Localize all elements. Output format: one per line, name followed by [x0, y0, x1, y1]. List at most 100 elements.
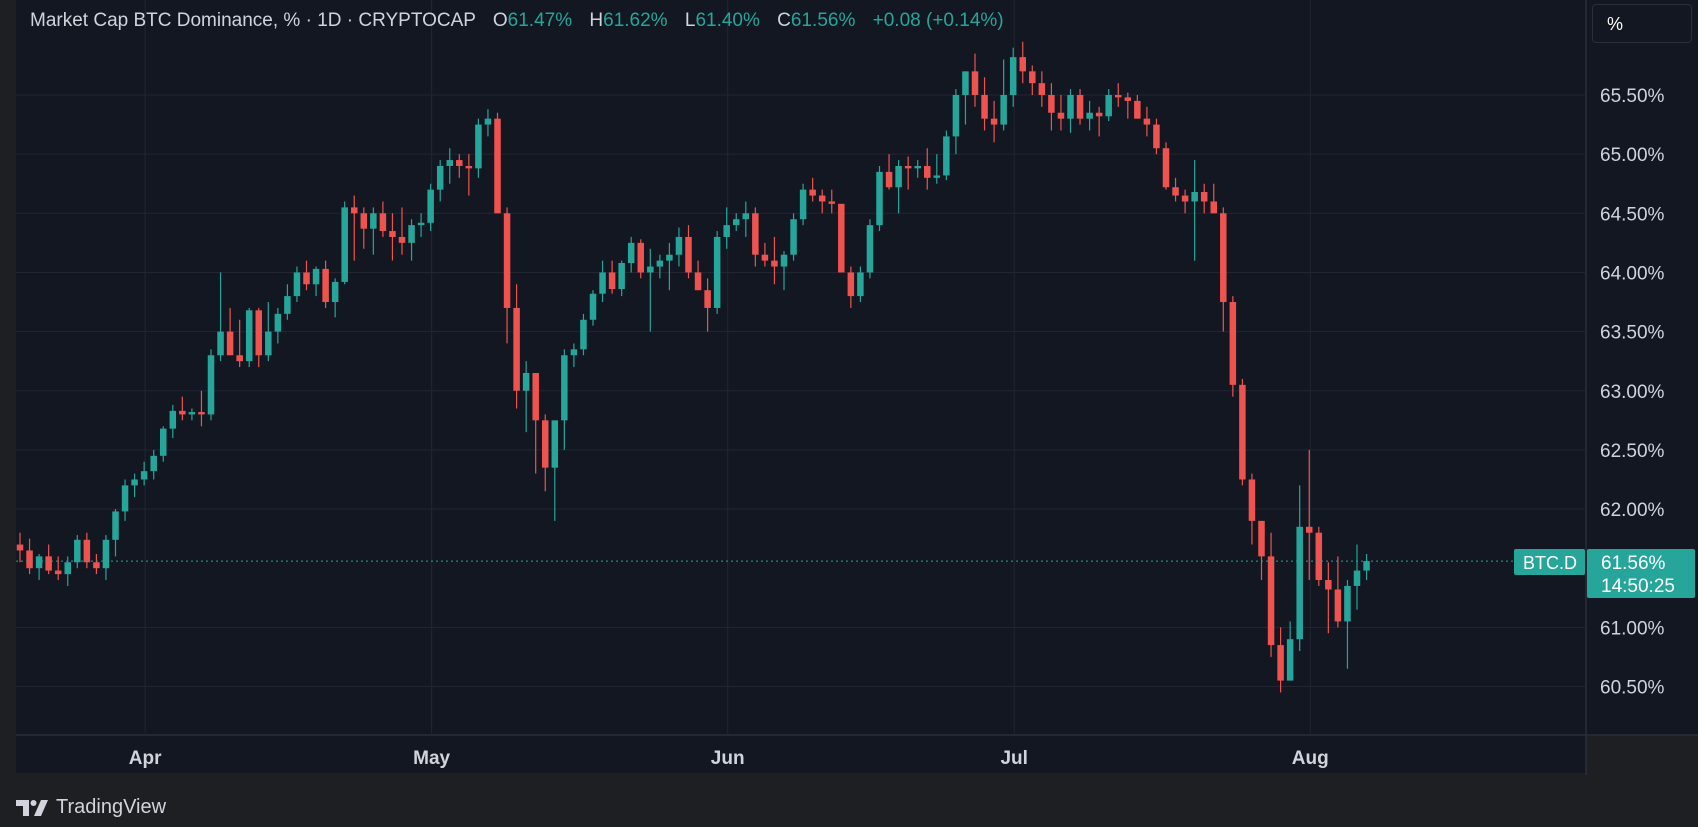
candle: [312, 266, 320, 297]
symbol-tag-bg: [1514, 549, 1585, 575]
candle-body: [847, 272, 855, 297]
candle-body: [427, 189, 434, 223]
candle-body: [35, 556, 43, 569]
candle: [551, 420, 559, 521]
candle: [150, 449, 157, 480]
candle-body: [160, 428, 167, 456]
candle-body: [637, 242, 644, 273]
candle-body: [179, 410, 186, 415]
candle-body: [312, 268, 320, 285]
candle-body: [226, 331, 234, 356]
candle-body: [723, 225, 730, 237]
tradingview-logo-icon: [16, 799, 48, 816]
candle-body: [1105, 95, 1112, 117]
candle-body: [685, 236, 692, 273]
candle: [16, 532, 24, 563]
time-axis-area[interactable]: [16, 735, 1586, 773]
candle: [236, 319, 243, 368]
candle-body: [1229, 302, 1237, 385]
candle: [513, 284, 520, 409]
candle: [1315, 526, 1323, 586]
open-label: O: [492, 10, 508, 31]
candle-body: [943, 136, 950, 176]
candle: [102, 535, 110, 581]
candle-body: [417, 222, 425, 226]
candle-body: [217, 331, 224, 356]
candle-body: [1239, 384, 1246, 480]
candle-body: [322, 268, 329, 303]
plot-area: [16, 0, 1586, 735]
candle-body: [1153, 124, 1160, 149]
candle: [503, 207, 511, 344]
candle-body: [904, 165, 912, 169]
price-axis-area[interactable]: [1586, 0, 1698, 735]
candle: [713, 231, 721, 314]
candle: [274, 307, 282, 344]
candle-body: [1038, 83, 1046, 95]
candle: [1029, 65, 1036, 95]
candle: [1038, 71, 1046, 107]
candle-body: [694, 272, 702, 291]
candle: [627, 236, 635, 273]
candles: [16, 41, 1370, 693]
candle-body: [1200, 192, 1208, 202]
symbol-title[interactable]: Market Cap BTC Dominance, % · 1D · CRYPT…: [30, 10, 476, 31]
percent-scale-button[interactable]: %: [1592, 4, 1692, 43]
candle-body: [1019, 57, 1026, 72]
candle-body: [389, 231, 396, 237]
candle-body: [1067, 95, 1074, 119]
candle: [1344, 580, 1351, 669]
candle-body: [809, 189, 816, 196]
candle-body: [1363, 561, 1370, 571]
candle-body: [198, 412, 205, 415]
low-value: 61.40%: [695, 10, 760, 31]
candle: [1286, 621, 1294, 681]
candle: [1306, 449, 1313, 581]
candle: [1162, 142, 1170, 190]
candle-body: [379, 213, 387, 232]
candle: [838, 203, 845, 273]
candle: [121, 479, 129, 521]
y-tick-label: 65.50%: [1600, 86, 1665, 107]
candle-body: [102, 539, 110, 569]
candle: [589, 290, 597, 326]
candle-body: [981, 95, 988, 119]
candle: [417, 213, 425, 237]
candle-body: [54, 570, 62, 575]
candle-body: [618, 262, 625, 290]
candle: [1248, 473, 1256, 545]
footer-branding[interactable]: TradingView: [16, 796, 166, 819]
candle-body: [1029, 71, 1036, 84]
price-change: +0.08 (+0.14%): [872, 10, 1004, 31]
candle-body: [1009, 57, 1017, 95]
candle: [924, 148, 931, 190]
candle: [933, 154, 941, 184]
candle-body: [627, 242, 635, 263]
candle-body: [828, 201, 835, 204]
candle: [1105, 89, 1112, 122]
candle-body: [484, 118, 492, 125]
candle-body: [245, 310, 253, 362]
candle-body: [360, 213, 368, 229]
candle-body: [436, 165, 444, 190]
candle-body: [818, 195, 826, 202]
candle-body: [666, 254, 673, 261]
candle: [771, 236, 778, 285]
candle-body: [914, 165, 921, 169]
x-tick-label: Jun: [711, 748, 745, 769]
candle: [293, 266, 301, 303]
y-tick-label: 61.00%: [1600, 618, 1665, 639]
candle: [1086, 100, 1093, 131]
candle: [1124, 92, 1132, 119]
candle: [341, 201, 348, 285]
candle: [904, 156, 912, 190]
candle: [140, 461, 148, 486]
candle: [1239, 378, 1246, 486]
candle: [160, 426, 167, 462]
candle-body: [1057, 112, 1065, 119]
candle: [351, 195, 358, 261]
candle-body: [370, 213, 377, 229]
candle-body: [255, 310, 262, 356]
candle: [990, 100, 998, 143]
